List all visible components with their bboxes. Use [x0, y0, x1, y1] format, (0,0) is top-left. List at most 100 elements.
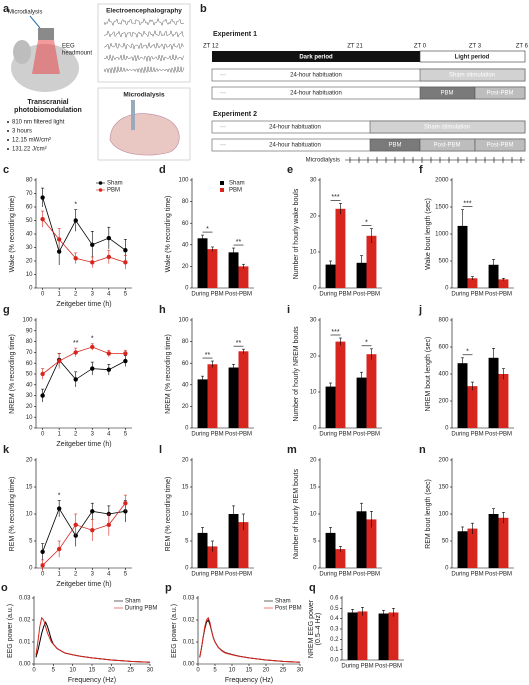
x-tick-label: 3	[91, 432, 95, 438]
y-tick-label: 30	[26, 393, 33, 399]
error-bar	[492, 348, 496, 368]
y-tick-label: 0.00	[183, 662, 195, 668]
panel-letter: k	[3, 444, 10, 456]
panel-letter: c	[3, 164, 9, 176]
y-tick-label: 100	[438, 512, 449, 518]
error-bar	[232, 505, 236, 523]
y-tick-label: 0.2	[330, 637, 339, 643]
zt-label: ZT 21	[347, 44, 363, 50]
bar	[467, 528, 478, 568]
bar	[335, 549, 346, 568]
significance: *	[365, 340, 368, 347]
y-tick-label: 20	[310, 354, 317, 360]
bar	[467, 278, 478, 288]
eeg-traces	[103, 17, 185, 74]
row-text: 24-hour habituation	[290, 73, 342, 79]
row-text: Sham stimulation	[424, 125, 470, 131]
x-tick-label: 5	[124, 292, 128, 298]
bar	[325, 386, 336, 428]
headmount	[38, 28, 54, 40]
error-bar	[329, 527, 333, 539]
error-bar	[241, 348, 245, 354]
row-text: Post-PBM	[486, 91, 513, 97]
y-tick-label: 10	[310, 512, 317, 518]
y-tick-label: 200	[438, 458, 449, 464]
x-tick-label: 10	[69, 668, 76, 674]
bullet-text: 131.22 J/cm²	[12, 147, 47, 153]
error-bar	[492, 508, 496, 520]
x-tick-label: 5	[52, 668, 56, 674]
row-text: ···	[220, 143, 226, 149]
y-axis-label: EEG power (a.u.)	[7, 604, 14, 658]
zt-label: ZT 0	[414, 44, 427, 50]
experiment-title: Experiment 1	[213, 31, 257, 38]
y-tick-label: 0.02	[183, 618, 195, 624]
series-line	[42, 218, 126, 263]
x-tick-label: 5	[213, 668, 217, 674]
y-axis-label: REM bout length (sec)	[425, 479, 432, 549]
error-bar	[461, 209, 465, 243]
x-tick-label: During PBM	[191, 572, 223, 578]
y-tick-label: 0	[313, 566, 317, 572]
x-tick-label: 5	[124, 572, 128, 578]
y-tick-label: 600	[438, 345, 449, 351]
bullet-dot	[7, 148, 9, 150]
y-axis-label: Wake bout length (sec)	[425, 198, 432, 270]
x-tick-label: 5	[124, 432, 128, 438]
bar	[488, 357, 499, 428]
y-axis-label: Number of hourly NREM bouts	[293, 326, 300, 422]
bar	[366, 235, 377, 288]
significance: ***	[463, 201, 471, 208]
y-tick-label: 0.6	[330, 596, 339, 602]
bar	[457, 531, 468, 568]
legend-swatch	[220, 188, 224, 192]
bar	[356, 262, 367, 288]
y-tick-label: 100	[178, 178, 189, 184]
x-tick-label: 30	[147, 668, 154, 674]
y-tick-label: 15	[26, 485, 33, 491]
marker	[106, 367, 112, 372]
marker	[73, 256, 78, 261]
x-tick-label: During PBM	[191, 432, 223, 438]
x-tick-label: During PBM	[341, 664, 373, 670]
bar	[366, 519, 377, 568]
probe-line	[29, 15, 41, 29]
x-axis-label: Zeitgeber time (h)	[56, 441, 111, 448]
x-tick-label: 20	[108, 668, 115, 674]
x-tick-label: 1	[58, 432, 62, 438]
light-period	[419, 50, 526, 63]
y-axis-label: (0.5–4 Hz)	[315, 613, 322, 646]
marker	[40, 549, 45, 554]
marker	[73, 522, 78, 527]
legend-marker	[98, 188, 103, 192]
sham-block	[369, 120, 526, 134]
mouse-ear	[13, 40, 31, 64]
x-tick-label: 0	[196, 668, 200, 674]
marker	[73, 377, 78, 382]
y-tick-label: 40	[26, 232, 33, 238]
y-tick-label: 20	[182, 404, 189, 410]
y-tick-label: 10	[26, 415, 33, 421]
panel-letter: n	[419, 444, 426, 456]
marker	[123, 260, 128, 265]
bar	[238, 266, 249, 288]
marker	[40, 216, 45, 222]
y-tick-label: 60	[182, 221, 189, 227]
y-axis-label: Wake (% recording time)	[9, 196, 16, 273]
marker	[40, 195, 45, 200]
panel-letter: l	[159, 444, 162, 456]
error-bar	[470, 276, 474, 280]
marker	[106, 522, 112, 527]
eeg-box	[97, 3, 191, 83]
y-tick-label: 30	[310, 178, 317, 184]
series-line	[42, 359, 126, 396]
eeg-trace	[103, 17, 185, 27]
x-tick-label: Post-PBM	[353, 292, 380, 298]
y-tick-label: 30	[26, 245, 33, 251]
y-tick-label: 2000	[435, 178, 449, 184]
x-tick-label: 0	[32, 668, 36, 674]
row-text: 24-hour habituation	[269, 143, 321, 149]
significance: *	[466, 349, 469, 356]
x-tick-label: 4	[107, 432, 111, 438]
